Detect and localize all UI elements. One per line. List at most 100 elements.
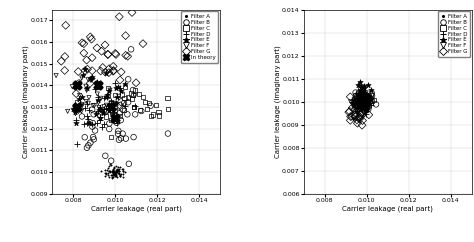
- Point: [83, 89, 91, 92]
- Point: [52, 74, 60, 77]
- Point: [110, 111, 118, 115]
- Point: [357, 101, 365, 105]
- Point: [89, 108, 96, 112]
- Point: [355, 103, 362, 107]
- Point: [124, 96, 131, 99]
- Point: [125, 77, 132, 81]
- Point: [356, 103, 364, 107]
- Point: [356, 105, 363, 108]
- Point: [365, 103, 373, 106]
- Point: [98, 49, 105, 53]
- Point: [136, 92, 143, 96]
- Point: [346, 95, 354, 99]
- Point: [136, 108, 144, 112]
- Point: [137, 109, 145, 113]
- Point: [362, 93, 369, 97]
- Point: [356, 80, 364, 84]
- Point: [83, 86, 91, 90]
- Point: [358, 95, 366, 99]
- Point: [356, 98, 364, 102]
- Point: [352, 99, 360, 103]
- Point: [89, 104, 97, 107]
- Point: [360, 102, 368, 106]
- Point: [361, 101, 369, 105]
- Point: [72, 121, 80, 125]
- Point: [353, 109, 360, 113]
- Point: [359, 101, 366, 105]
- Point: [95, 98, 102, 102]
- Point: [361, 106, 368, 110]
- Point: [139, 95, 147, 99]
- Point: [357, 99, 365, 103]
- Point: [119, 132, 127, 136]
- Point: [360, 103, 367, 106]
- Point: [354, 100, 361, 104]
- Point: [83, 114, 91, 118]
- Point: [362, 101, 370, 105]
- Point: [358, 100, 365, 104]
- Point: [79, 73, 86, 77]
- Point: [94, 109, 102, 113]
- Point: [365, 94, 373, 98]
- Point: [358, 106, 365, 109]
- Point: [117, 174, 124, 178]
- Point: [84, 67, 91, 71]
- Point: [363, 105, 371, 109]
- Point: [356, 101, 364, 105]
- Point: [93, 81, 100, 84]
- Point: [110, 101, 118, 105]
- Point: [358, 92, 366, 96]
- Point: [368, 94, 376, 98]
- Point: [92, 112, 100, 116]
- Point: [358, 95, 366, 99]
- Point: [89, 121, 97, 125]
- Point: [363, 102, 370, 106]
- Point: [121, 170, 128, 174]
- Point: [129, 88, 137, 92]
- Point: [128, 11, 136, 15]
- Point: [93, 46, 101, 50]
- Point: [141, 100, 149, 104]
- Point: [132, 105, 139, 108]
- Point: [360, 100, 367, 104]
- Point: [359, 90, 367, 94]
- Point: [111, 93, 118, 97]
- Point: [108, 106, 116, 109]
- Point: [359, 99, 366, 103]
- Point: [364, 100, 372, 104]
- Point: [116, 15, 123, 19]
- Point: [108, 176, 116, 180]
- Point: [97, 69, 104, 73]
- Point: [356, 117, 364, 121]
- Point: [358, 101, 366, 105]
- Point: [359, 99, 367, 103]
- Point: [112, 164, 119, 168]
- Point: [360, 98, 367, 102]
- Point: [41, 78, 48, 82]
- Point: [71, 106, 79, 110]
- Point: [104, 86, 111, 90]
- Point: [359, 119, 366, 122]
- Point: [364, 102, 371, 106]
- Point: [362, 93, 369, 97]
- Point: [359, 92, 366, 96]
- Point: [354, 104, 362, 108]
- Point: [73, 142, 81, 145]
- Point: [90, 112, 98, 116]
- Point: [94, 95, 101, 99]
- Point: [372, 102, 380, 106]
- Point: [111, 174, 118, 178]
- Point: [354, 101, 362, 105]
- Point: [93, 121, 100, 125]
- Point: [114, 85, 122, 89]
- Point: [356, 105, 364, 109]
- Point: [164, 96, 171, 100]
- Point: [352, 106, 360, 109]
- Point: [352, 115, 359, 119]
- Point: [109, 174, 117, 178]
- Point: [96, 116, 104, 120]
- Point: [113, 170, 121, 174]
- Point: [107, 159, 115, 163]
- Point: [348, 100, 356, 104]
- Point: [359, 97, 367, 101]
